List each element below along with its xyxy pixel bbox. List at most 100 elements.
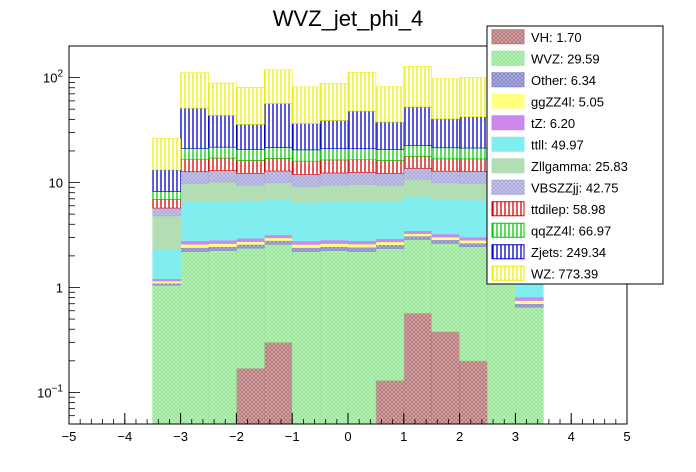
bar xyxy=(208,200,237,241)
bar xyxy=(375,244,405,249)
bar xyxy=(180,148,209,160)
bar xyxy=(431,158,460,172)
bar xyxy=(375,149,405,161)
legend-swatch xyxy=(491,244,525,260)
y-tick-label: 102 xyxy=(43,69,63,86)
bar xyxy=(459,360,488,425)
bar xyxy=(375,173,405,186)
bar xyxy=(208,82,237,116)
bar xyxy=(152,207,181,217)
x-tick-label: 5 xyxy=(623,429,630,444)
bar xyxy=(319,83,349,121)
bar xyxy=(459,242,488,247)
bar xyxy=(180,183,209,202)
bar xyxy=(319,148,349,161)
legend: VH: 1.70 WVZ: 29.59 Other: 6.34 ggZZ4l: 5.0… xyxy=(486,25,664,285)
bar xyxy=(152,169,181,192)
bar xyxy=(403,235,432,240)
bar xyxy=(319,184,349,202)
x-tick-label: −2 xyxy=(229,429,244,444)
bar xyxy=(152,191,181,200)
x-tick-label: 4 xyxy=(568,429,575,444)
bar xyxy=(208,114,237,148)
bar xyxy=(236,238,265,242)
legend-item: Other: 6.34 xyxy=(491,72,596,88)
bar xyxy=(347,251,377,425)
legend-swatch xyxy=(491,158,525,174)
bar xyxy=(236,148,265,161)
bar xyxy=(375,184,405,201)
bar xyxy=(347,240,377,245)
bar xyxy=(515,296,544,301)
bar xyxy=(347,72,377,112)
bar xyxy=(347,172,377,185)
bar xyxy=(208,181,237,201)
series-2 xyxy=(152,235,544,308)
bar xyxy=(431,198,460,235)
bar xyxy=(291,86,321,124)
bar xyxy=(180,158,209,173)
bar xyxy=(319,243,349,247)
bar xyxy=(236,173,265,186)
legend-label: Other: 6.34 xyxy=(531,73,596,88)
bar xyxy=(291,247,321,252)
x-tick-label: 0 xyxy=(344,429,351,444)
bar xyxy=(403,106,432,146)
bar xyxy=(319,250,349,425)
bar xyxy=(236,160,265,174)
bar xyxy=(375,200,405,239)
bar xyxy=(291,244,321,248)
bar xyxy=(403,145,432,157)
bar xyxy=(152,199,181,209)
bar xyxy=(403,156,432,169)
y-tick-label: 10 xyxy=(49,176,63,191)
legend-item: ggZZ4l: 5.05 xyxy=(491,93,604,109)
bar xyxy=(236,200,265,239)
legend-label: WZ: 773.39 xyxy=(531,266,598,281)
bar xyxy=(319,159,349,174)
legend-swatch xyxy=(491,179,525,195)
legend-label: Zjets: 249.34 xyxy=(531,245,606,260)
bar xyxy=(459,246,488,362)
chart-title: WVZ_jet_phi_4 xyxy=(273,6,423,31)
bar xyxy=(403,66,432,108)
bar xyxy=(208,239,237,244)
bar xyxy=(263,243,293,343)
bar xyxy=(431,331,460,425)
bar xyxy=(180,251,209,425)
bar xyxy=(291,160,321,175)
legend-label: ggZZ4l: 5.05 xyxy=(531,94,604,109)
bar xyxy=(208,246,237,251)
bar xyxy=(180,240,209,245)
bar xyxy=(291,174,321,187)
bar xyxy=(208,157,237,171)
bar xyxy=(180,247,209,252)
legend-item: ttll: 49.97 xyxy=(491,136,584,152)
series-1 xyxy=(152,239,544,425)
bar xyxy=(459,116,488,149)
bar xyxy=(236,184,265,201)
legend-swatch xyxy=(491,222,525,238)
legend-swatch xyxy=(491,72,525,88)
x-tick-label: −1 xyxy=(285,429,300,444)
bar xyxy=(347,110,377,150)
axes: −5 −4 −3 −2 −1 0 1 2 3 4 5 10−1 1 10 102 xyxy=(37,45,631,444)
bar xyxy=(291,202,321,242)
bar xyxy=(459,77,488,118)
bar xyxy=(291,186,321,203)
bar xyxy=(152,215,181,250)
bar xyxy=(319,120,349,149)
bar xyxy=(291,123,321,151)
bar xyxy=(180,201,209,242)
bar xyxy=(180,107,209,149)
bar xyxy=(403,312,432,425)
bar xyxy=(515,303,544,308)
bar xyxy=(291,251,321,425)
bar xyxy=(347,246,377,252)
x-tick-label: −3 xyxy=(173,429,188,444)
bar xyxy=(263,158,293,172)
bar xyxy=(375,248,405,381)
legend-swatch xyxy=(491,50,525,66)
legend-item: Zjets: 249.34 xyxy=(491,244,606,260)
